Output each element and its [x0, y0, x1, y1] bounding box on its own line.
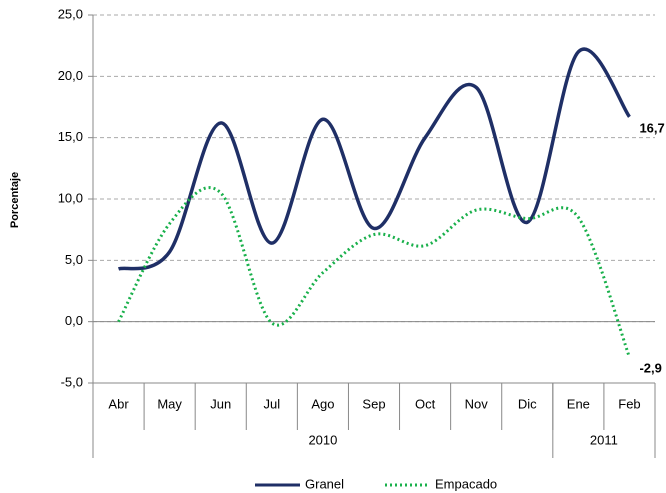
y-tick-label: 10,0 — [58, 190, 83, 205]
year-label: 2010 — [308, 432, 337, 447]
x-tick-label: Ene — [567, 396, 590, 411]
y-tick-label: 20,0 — [58, 68, 83, 83]
x-tick-label: Abr — [108, 396, 129, 411]
x-tick-label: Oct — [415, 396, 436, 411]
legend-label: Empacado — [435, 476, 497, 491]
y-tick-label: 0,0 — [65, 313, 83, 328]
x-tick-label: Jun — [210, 396, 231, 411]
x-tick-label: Feb — [618, 396, 640, 411]
y-axis-label: Porcentaje — [9, 172, 21, 228]
x-tick-label: May — [157, 396, 182, 411]
y-tick-label: 25,0 — [58, 6, 83, 21]
y-tick-label: 15,0 — [58, 129, 83, 144]
value-label: -2,9 — [639, 361, 661, 376]
x-tick-label: Dic — [518, 396, 537, 411]
series-line — [117, 47, 631, 271]
legend-label: Granel — [305, 476, 344, 491]
series-line — [117, 186, 631, 358]
x-tick-label: Sep — [362, 396, 385, 411]
year-label: 2011 — [590, 432, 618, 447]
x-tick-label: Ago — [311, 396, 334, 411]
value-label: 16,7 — [639, 120, 664, 135]
y-tick-label: 5,0 — [65, 252, 83, 267]
y-tick-label: -5,0 — [61, 374, 83, 389]
x-tick-label: Nov — [465, 396, 489, 411]
x-tick-label: Jul — [264, 396, 281, 411]
